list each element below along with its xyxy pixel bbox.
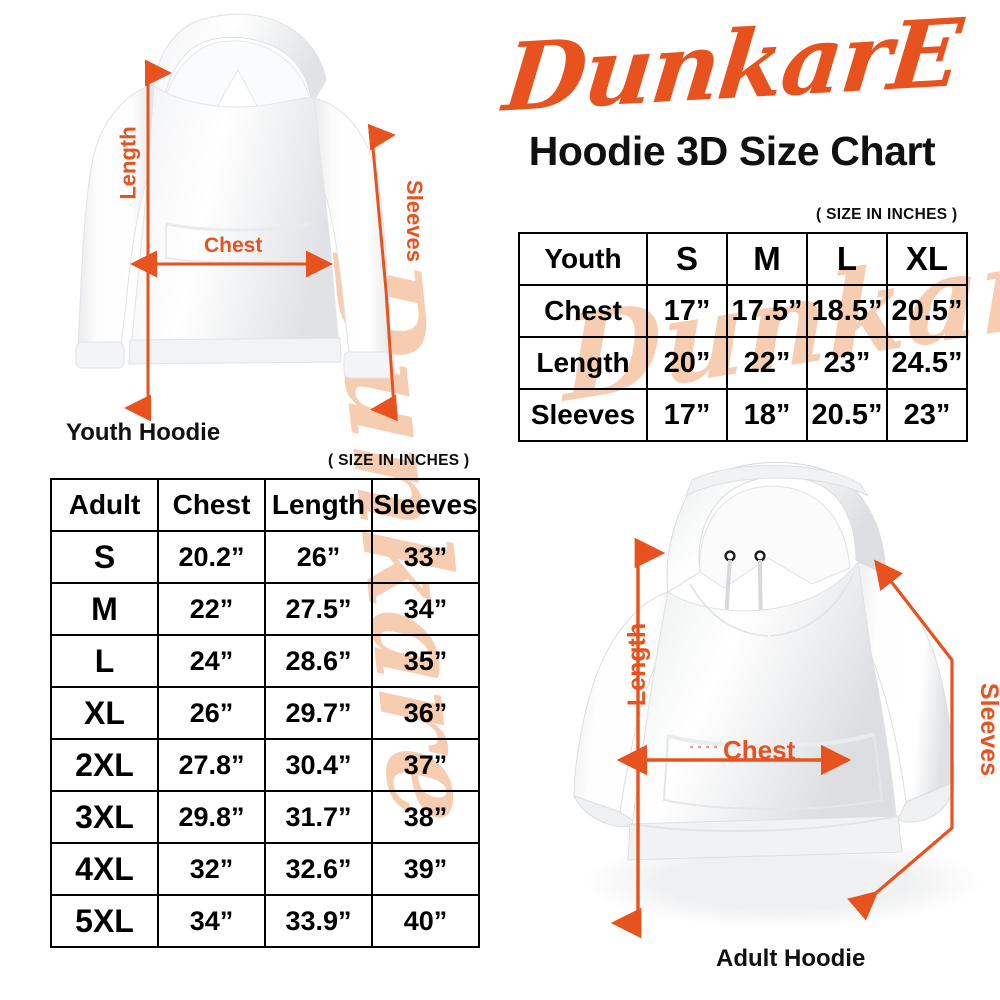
table-cell: 17” [646, 388, 728, 442]
table-row: Length 20” 22” 23” 24.5” [518, 336, 968, 390]
column-header: M [726, 232, 808, 286]
youth-sleeves-label: Sleeves [401, 180, 427, 262]
table-row: 5XL 34” 33.9” 40” [50, 894, 480, 948]
column-header: Chest [157, 478, 266, 532]
table-cell: 22” [157, 582, 266, 636]
table-row: 3XL 29.8” 31.7” 38” [50, 790, 480, 844]
adult-hoodie-caption: Adult Hoodie [716, 945, 866, 972]
table-cell: 38” [371, 790, 480, 844]
youth-units-note: ( SIZE IN INCHES ) [816, 206, 958, 223]
row-header: 2XL [50, 738, 159, 792]
brand-logo: DunkarE [472, 0, 992, 133]
table-row: 4XL 32” 32.6” 39” [50, 842, 480, 896]
table-row: S 20.2” 26” 33” [50, 530, 480, 584]
column-header: Length [264, 478, 373, 532]
row-header: 4XL [50, 842, 159, 896]
table-corner-label: Youth [518, 232, 648, 286]
table-corner-label: Adult [50, 478, 159, 532]
table-cell: 28.6” [264, 634, 373, 688]
table-cell: 20” [646, 336, 728, 390]
row-header: Chest [518, 284, 648, 338]
table-cell: 31.7” [264, 790, 373, 844]
table-cell: 33.9” [264, 894, 373, 948]
table-cell: 27.8” [157, 738, 266, 792]
table-cell: 37” [371, 738, 480, 792]
table-row: L 24” 28.6” 35” [50, 634, 480, 688]
table-row: Chest 17” 17.5” 18.5” 20.5” [518, 284, 968, 338]
table-cell: 23” [806, 336, 888, 390]
youth-hoodie-caption: Youth Hoodie [66, 419, 221, 446]
table-cell: 30.4” [264, 738, 373, 792]
table-cell: 17.5” [726, 284, 808, 338]
table-cell: 33” [371, 530, 480, 584]
table-cell: 40” [371, 894, 480, 948]
page-title: Hoodie 3D Size Chart [528, 128, 936, 174]
youth-chest-label: Chest [204, 234, 263, 257]
table-cell: 20.5” [806, 388, 888, 442]
adult-chest-label: Chest [723, 735, 796, 765]
column-header: Sleeves [371, 478, 480, 532]
table-cell: 29.8” [157, 790, 266, 844]
table-cell: 34” [371, 582, 480, 636]
table-cell: 26” [157, 686, 266, 740]
table-cell: 20.2” [157, 530, 266, 584]
row-header: Length [518, 336, 648, 390]
table-cell: 24” [157, 634, 266, 688]
youth-hoodie-illustration [58, 6, 458, 406]
table-cell: 17” [646, 284, 728, 338]
column-header: S [646, 232, 728, 286]
table-row: Sleeves 17” 18” 20.5” 23” [518, 388, 968, 442]
table-cell: 35” [371, 634, 480, 688]
adult-units-note: ( SIZE IN INCHES ) [328, 452, 470, 469]
adult-length-label: Length [623, 622, 652, 707]
table-header-row: Youth S M L XL [518, 232, 968, 286]
table-cell: 29.7” [264, 686, 373, 740]
table-cell: 26” [264, 530, 373, 584]
table-cell: 18.5” [806, 284, 888, 338]
row-header: Sleeves [518, 388, 648, 442]
table-row: 2XL 27.8” 30.4” 37” [50, 738, 480, 792]
brand-wordmark: DunkarE [499, 0, 965, 134]
adult-size-table: Adult Chest Length Sleeves S 20.2” 26” 33” M 22” 2… [50, 478, 480, 948]
row-header: 3XL [50, 790, 159, 844]
table-cell: 32.6” [264, 842, 373, 896]
table-row: M 22” 27.5” 34” [50, 582, 480, 636]
table-cell: 32” [157, 842, 266, 896]
row-header: 5XL [50, 894, 159, 948]
row-header: L [50, 634, 159, 688]
table-cell: 23” [886, 388, 968, 442]
table-cell: 20.5” [886, 284, 968, 338]
table-cell: 22” [726, 336, 808, 390]
table-row: XL 26” 29.7” 36” [50, 686, 480, 740]
table-cell: 24.5” [886, 336, 968, 390]
adult-sleeves-label: Sleeves [975, 682, 1000, 777]
table-cell: 34” [157, 894, 266, 948]
table-header-row: Adult Chest Length Sleeves [50, 478, 480, 532]
table-cell: 36” [371, 686, 480, 740]
row-header: S [50, 530, 159, 584]
youth-length-label: Length [115, 126, 141, 200]
column-header: L [806, 232, 888, 286]
row-header: M [50, 582, 159, 636]
row-header: XL [50, 686, 159, 740]
table-cell: 39” [371, 842, 480, 896]
table-cell: 27.5” [264, 582, 373, 636]
table-cell: 18” [726, 388, 808, 442]
column-header: XL [886, 232, 968, 286]
youth-size-table: Youth S M L XL Chest 17” 17.5” 18.5” 20.5” Length 2… [518, 232, 968, 442]
